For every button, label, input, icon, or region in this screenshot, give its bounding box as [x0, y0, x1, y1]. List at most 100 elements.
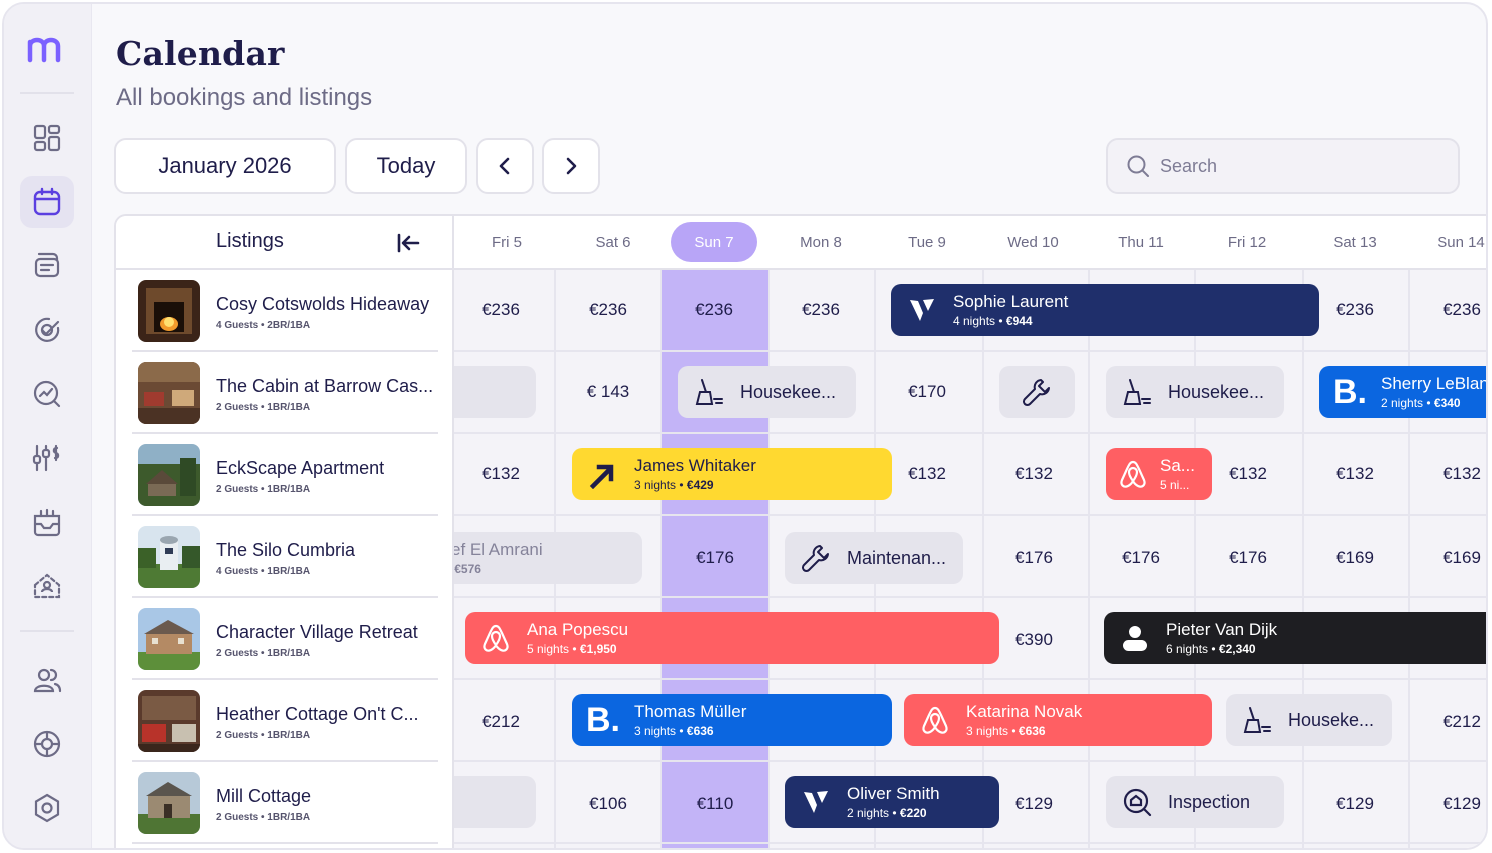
guest-name: ssef El Amrani — [434, 540, 543, 559]
booking-bar[interactable]: Ana Popescu 5 nights • €1,950 — [465, 612, 999, 664]
listing-name: The Cabin at Barrow Cas... — [216, 376, 434, 396]
sidebar-item-pricing[interactable] — [20, 432, 74, 484]
booking-nights: 3 nights — [634, 478, 677, 492]
booking-com-icon: B. — [586, 701, 620, 739]
booking-bar[interactable]: B. Thomas Müller 3 nights • €636 — [572, 694, 892, 746]
airbnb-icon — [479, 621, 513, 655]
day-header: Mon 8 — [800, 233, 842, 251]
nightly-price[interactable]: €236 — [1443, 300, 1481, 319]
nightly-price[interactable]: €132 — [1336, 464, 1374, 483]
listing-row[interactable]: The Cabin at Barrow Cas... 2 Guests • 1B… — [132, 352, 438, 434]
listing-thumbnail — [138, 362, 200, 424]
nightly-price[interactable]: €212 — [1443, 712, 1481, 731]
search-input[interactable] — [1160, 155, 1440, 177]
nightly-price[interactable]: €132 — [1443, 464, 1481, 483]
booking-amount: €2,340 — [1218, 642, 1256, 656]
settings-icon — [34, 793, 60, 823]
task-label: Housekee... — [740, 381, 837, 402]
listing-row[interactable]: Mill Cottage 2 Guests • 1BR/1BA — [132, 762, 438, 844]
sidebar-item-dashboard[interactable] — [20, 112, 74, 164]
booking-nights: 5 ni... — [1160, 478, 1190, 492]
inspection-icon — [1120, 785, 1154, 819]
nightly-price[interactable]: €132 — [1015, 464, 1053, 483]
nightly-price[interactable]: €176 — [1122, 548, 1160, 567]
booking-bar[interactable]: Sophie Laurent 4 nights • €944 — [891, 284, 1319, 336]
booking-amount: €1,950 — [579, 642, 617, 656]
listing-meta: 2 Guests • 1BR/1BA — [216, 730, 311, 741]
guest-name: Ana Popescu — [527, 620, 629, 639]
listing-meta: 4 Guests • 2BR/1BA — [216, 320, 311, 331]
task-bar[interactable]: Housekee... — [678, 366, 856, 418]
booking-nights: 3 nights — [966, 724, 1009, 738]
month-picker-button[interactable]: January 2026 — [114, 138, 336, 194]
booking-amount: €340 — [1433, 396, 1461, 410]
sidebar-item-guests[interactable] — [20, 654, 74, 706]
next-button[interactable] — [542, 138, 600, 194]
previous-button[interactable] — [476, 138, 534, 194]
page-subtitle: All bookings and listings — [116, 84, 373, 111]
booking-bar[interactable]: Oliver Smith 2 nights • €220 — [785, 776, 999, 828]
task-bar[interactable]: Maintenan... — [785, 532, 963, 584]
sidebar-item-channels[interactable] — [20, 718, 74, 770]
sidebar-item-settings[interactable] — [20, 782, 74, 834]
logo-icon[interactable] — [26, 30, 70, 66]
nightly-price[interactable]: €129 — [1336, 794, 1374, 813]
listing-name: Mill Cottage — [216, 786, 312, 806]
booking-amount: €636 — [1018, 724, 1046, 738]
booking-bar-continued[interactable]: ssef El Amranits • €576 — [434, 532, 642, 584]
listing-row[interactable]: The Silo Cumbria 4 Guests • 1BR/1BA — [132, 516, 438, 598]
booking-bar[interactable]: Sa... 5 ni... — [1106, 448, 1212, 500]
nightly-price[interactable]: €236 — [802, 300, 840, 319]
booking-bar[interactable]: Katarina Novak 3 nights • €636 — [904, 694, 1212, 746]
booking-bar[interactable]: James Whitaker 3 nights • €429 — [572, 448, 892, 500]
sidebar-item-payouts[interactable] — [20, 496, 74, 548]
sidebar-item-listings[interactable] — [20, 560, 74, 612]
nightly-price[interactable]: €132 — [482, 464, 520, 483]
task-bar[interactable] — [999, 366, 1075, 418]
listing-thumbnail — [138, 280, 200, 342]
guest-name: James Whitaker — [634, 456, 756, 475]
nightly-price[interactable]: €176 — [1229, 548, 1267, 567]
nightly-price[interactable]: €390 — [1015, 630, 1053, 649]
booking-bar[interactable]: B. Sherry LeBlanc 2 nights • €340 — [1319, 366, 1486, 418]
task-bar[interactable]: Housekee... — [1106, 366, 1284, 418]
task-bar[interactable]: Houseke... — [1226, 694, 1392, 746]
nightly-price[interactable]: €129 — [1443, 794, 1481, 813]
nightly-price[interactable]: €176 — [696, 548, 734, 567]
nightly-price[interactable]: €236 — [589, 300, 627, 319]
task-label: Housekee... — [1168, 381, 1265, 402]
nightly-price[interactable]: €236 — [1336, 300, 1374, 319]
sidebar-item-tasks[interactable] — [20, 304, 74, 356]
nightly-price[interactable]: €106 — [589, 794, 627, 813]
nightly-price[interactable]: €176 — [1015, 548, 1053, 567]
nightly-price[interactable]: €132 — [908, 464, 946, 483]
collapse-sidebar-icon[interactable] — [396, 232, 422, 254]
sidebar-item-calendar[interactable] — [20, 176, 74, 228]
search-box[interactable] — [1106, 138, 1460, 194]
booking-amount: €636 — [686, 724, 714, 738]
listing-row[interactable]: Character Village Retreat 2 Guests • 1BR… — [132, 598, 438, 680]
booking-nights: 6 nights — [1166, 642, 1209, 656]
today-button[interactable]: Today — [345, 138, 467, 194]
listing-row[interactable]: Cosy Cotswolds Hideaway 4 Guests • 2BR/1… — [132, 270, 438, 352]
nightly-price[interactable]: €236 — [482, 300, 520, 319]
nightly-price[interactable]: €170 — [908, 382, 946, 401]
nightly-price[interactable]: € 143 — [586, 382, 630, 401]
nightly-price[interactable]: €132 — [1229, 464, 1267, 483]
booking-bar[interactable]: Pieter Van Dijk 6 nights • €2,340 — [1104, 612, 1486, 664]
guest-name: Pieter Van Dijk — [1166, 620, 1278, 639]
nightly-price[interactable]: €129 — [1015, 794, 1053, 813]
day-header: Wed 10 — [1007, 233, 1059, 251]
nightly-price[interactable]: €212 — [482, 712, 520, 731]
listing-row[interactable]: EckScape Apartment 2 Guests • 1BR/1BA — [132, 434, 438, 516]
listing-meta: 2 Guests • 1BR/1BA — [216, 402, 311, 413]
nightly-price[interactable]: €236 — [695, 300, 733, 319]
nightly-price[interactable]: €110 — [696, 794, 734, 813]
listings-header: Listings — [116, 216, 454, 270]
nightly-price[interactable]: €169 — [1443, 548, 1481, 567]
sidebar-item-messages[interactable] — [20, 240, 74, 292]
listing-row[interactable]: Heather Cottage On't C... 2 Guests • 1BR… — [132, 680, 438, 762]
task-bar[interactable]: Inspection — [1106, 776, 1284, 828]
sidebar-item-analytics[interactable] — [20, 368, 74, 420]
nightly-price[interactable]: €169 — [1336, 548, 1374, 567]
